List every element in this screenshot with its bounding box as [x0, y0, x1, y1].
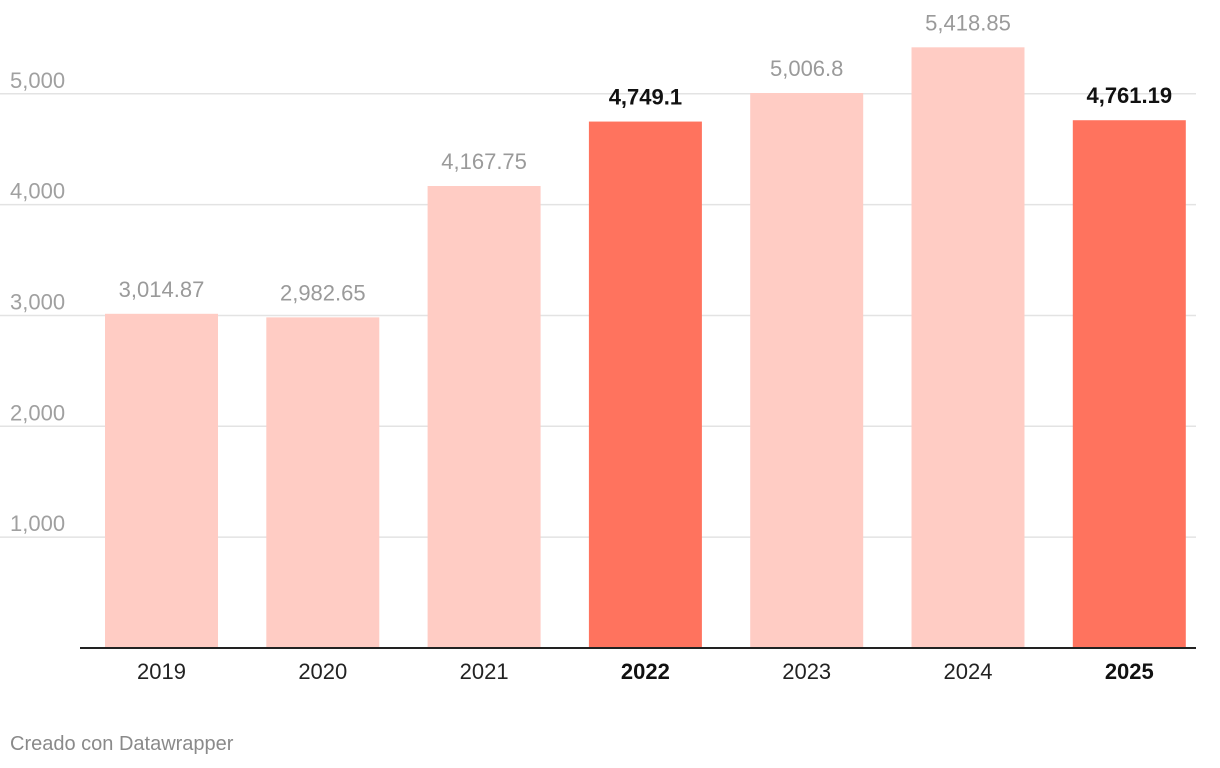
bar-2025 [1072, 120, 1186, 648]
value-label: 5,418.85 [925, 10, 1011, 35]
value-label: 2,982.65 [280, 280, 366, 305]
value-label: 5,006.8 [770, 56, 843, 81]
x-tick-label: 2020 [298, 659, 347, 684]
value-label: 3,014.87 [119, 277, 205, 302]
x-tick-label: 2025 [1105, 659, 1154, 684]
bars [105, 47, 1186, 649]
bar-2023 [750, 92, 864, 649]
x-tick-label: 2023 [782, 659, 831, 684]
y-axis-tick-labels: 1,000 2,000 3,000 4,000 5,000 [10, 68, 65, 536]
value-label: 4,761.19 [1086, 83, 1172, 108]
value-label: 4,749.1 [609, 85, 682, 110]
x-axis-tick-labels: 2019 2020 2021 2022 2023 2024 2025 [137, 659, 1154, 684]
x-tick-label: 2019 [137, 659, 186, 684]
bar-2019 [105, 313, 218, 648]
bar-chart: 1,000 2,000 3,000 4,000 5,000 3,014.87 2,982.… [0, 10, 1196, 684]
x-tick-label: 2022 [621, 659, 670, 684]
x-tick-label: 2021 [460, 659, 509, 684]
x-tick-label: 2024 [944, 659, 993, 684]
bar-2022 [588, 121, 702, 649]
y-tick-label: 4,000 [10, 179, 65, 204]
value-label: 4,167.75 [441, 149, 527, 174]
y-tick-label: 3,000 [10, 289, 65, 314]
bar-2020 [266, 317, 380, 648]
y-tick-label: 2,000 [10, 400, 65, 425]
bar-2021 [427, 186, 541, 648]
bar-2024 [911, 47, 1025, 648]
footer-credit: Creado con Datawrapper [10, 733, 234, 755]
y-tick-label: 5,000 [10, 68, 65, 93]
y-tick-label: 1,000 [10, 511, 65, 536]
value-labels: 3,014.87 2,982.65 4,167.75 4,749.1 5,006.8 5,… [119, 10, 1172, 305]
